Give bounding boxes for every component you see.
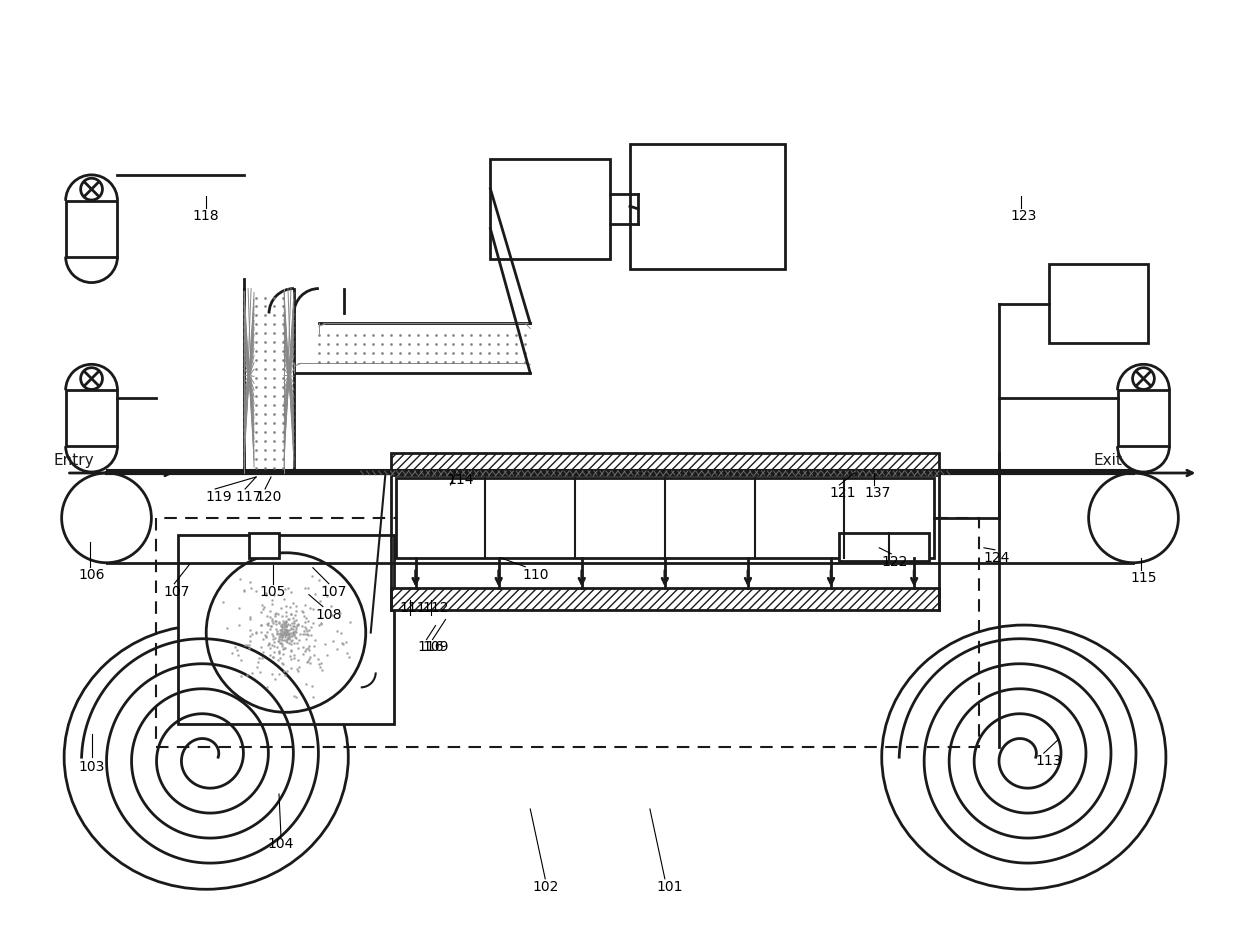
Bar — [630, 144, 785, 268]
Text: 119: 119 — [206, 490, 232, 504]
Text: 107: 107 — [164, 585, 190, 598]
Text: Exit: Exit — [1094, 453, 1122, 468]
Text: Entry: Entry — [53, 453, 94, 468]
Text: 104: 104 — [268, 837, 294, 851]
Text: 107: 107 — [321, 585, 347, 598]
Text: 121: 121 — [830, 486, 856, 500]
Text: 106: 106 — [78, 568, 105, 582]
Text: 113: 113 — [1035, 755, 1061, 768]
Bar — [1049, 264, 1148, 343]
Bar — [66, 391, 118, 447]
Text: 123: 123 — [1011, 209, 1037, 223]
Text: 111: 111 — [399, 601, 425, 614]
Bar — [396, 478, 934, 557]
Text: 120: 120 — [255, 490, 283, 504]
Bar — [391, 588, 939, 610]
Text: 105: 105 — [260, 585, 286, 598]
Text: 108: 108 — [316, 608, 342, 622]
Text: 109: 109 — [423, 641, 449, 654]
Text: 117: 117 — [236, 490, 263, 504]
Text: 115: 115 — [1130, 571, 1157, 585]
Bar — [839, 533, 929, 561]
Bar — [490, 159, 610, 259]
Bar — [1117, 391, 1169, 447]
Bar — [156, 518, 978, 747]
Text: 103: 103 — [78, 760, 104, 775]
Text: 112: 112 — [423, 601, 449, 614]
Text: 114: 114 — [448, 473, 474, 487]
Text: 102: 102 — [532, 880, 558, 894]
Text: 122: 122 — [880, 555, 908, 569]
Text: 118: 118 — [193, 209, 219, 223]
Text: 137: 137 — [864, 486, 890, 500]
Text: 101: 101 — [657, 880, 683, 894]
Bar — [179, 535, 393, 724]
Text: 124: 124 — [983, 551, 1011, 565]
Text: 110: 110 — [522, 568, 548, 582]
Bar — [249, 533, 279, 557]
Circle shape — [206, 553, 366, 712]
Bar — [391, 453, 939, 475]
Bar — [66, 201, 118, 257]
Text: 116: 116 — [417, 641, 444, 654]
